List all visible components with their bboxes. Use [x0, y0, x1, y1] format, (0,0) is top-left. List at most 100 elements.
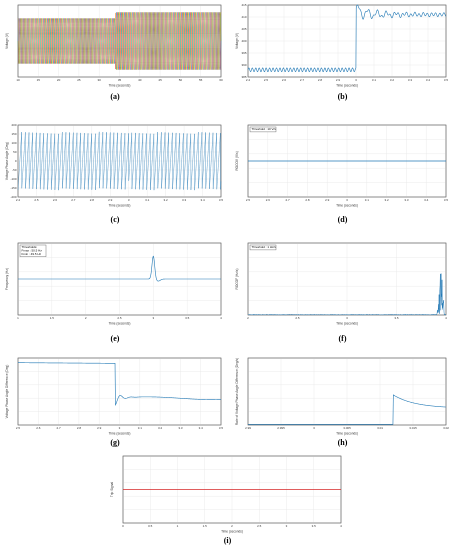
- x-axis-label: Time (seconds): [109, 204, 131, 208]
- x-tick-label: 55: [199, 78, 203, 82]
- plot-border: [247, 4, 447, 78]
- x-tick-label: 2.7: [71, 198, 76, 202]
- x-tick-label: 2.5: [257, 524, 262, 528]
- chart-d-svg: 2.5 2.6 2.7 2.8 2.9 3 3.1 3.2 3.3 3.4 3.5 Time (sec…: [235, 124, 449, 208]
- x-tick-label: 2.9: [325, 198, 330, 202]
- x-tick-label: 25: [77, 78, 81, 82]
- x-tick-label: 2.8: [318, 78, 323, 82]
- x-tick-label: 2.6: [266, 198, 271, 202]
- x-tick-label: 2.8: [90, 198, 95, 202]
- series-line: [17, 12, 222, 70]
- caption-f: (f): [338, 334, 347, 343]
- x-tick-label: 3.1: [372, 78, 377, 82]
- chart-a-svg: 10 15 20 25 30 35 40 45 50 55 60 Time (seconds) Volt…: [5, 4, 223, 88]
- chart-f-svg: 2 2.5 3 3.5 4 Time (seconds) ROCOF (Hz/s) Thres…: [235, 242, 447, 326]
- legend-text: Fmin : 49.5 Hz: [22, 252, 42, 256]
- y-axis-label: Voltage (V): [235, 33, 239, 49]
- chart-e-svg: 1 1.5 2 2.5 3 3.5 4 Time (seconds) Frequency (Hz…: [5, 242, 222, 326]
- x-tick-label: 3: [346, 316, 348, 320]
- x-tick-label: 2.5: [16, 426, 21, 430]
- x-tick-label: 3.5: [394, 316, 399, 320]
- x-tick-label: 3.4: [426, 78, 431, 82]
- x-tick-label: 3: [346, 198, 348, 202]
- legend-text: Threshold : 10 V/s: [252, 127, 277, 131]
- x-tick-label: 3.1: [145, 198, 150, 202]
- legend-box: [19, 244, 47, 257]
- x-tick-label: 2.7: [300, 78, 305, 82]
- x-tick-label: 3.5: [219, 426, 224, 430]
- chart-i-svg: 0 0.5 1 1.5 2 2.5 3 3.5 4 Time (seconds) Trip Sign…: [110, 455, 342, 534]
- x-tick-label: 3.3: [408, 78, 413, 82]
- x-tick-label: 4: [445, 316, 447, 320]
- chart-b: 2.4 2.5 2.6 2.7 2.8 2.9 3 3.1 3.2 3.3 3.4 3.5 385 390…: [235, 2, 450, 88]
- x-tick-label: 2: [85, 316, 87, 320]
- x-tick-label: 3.01: [377, 426, 383, 430]
- y-axis-label: Voltage Phase Angle (Deg): [5, 142, 9, 180]
- x-tick-label: 3.1: [138, 426, 143, 430]
- x-tick-label: 20: [57, 78, 61, 82]
- caption-b: (b): [337, 92, 348, 101]
- caption-i: (i): [223, 536, 232, 545]
- x-axis-label: Time (seconds): [336, 322, 358, 326]
- x-tick-label: 3.5: [312, 524, 317, 528]
- x-tick-label: 3.1: [365, 198, 370, 202]
- x-tick-label: 3.5: [444, 198, 449, 202]
- y-tick-label: 385: [241, 75, 246, 79]
- y-tick-label: 405: [241, 27, 246, 31]
- x-tick-label: 30: [98, 78, 102, 82]
- chart-e: 1 1.5 2 2.5 3 3.5 4 Time (seconds) Frequency (Hz…: [5, 240, 225, 326]
- x-tick-label: 0.5: [148, 524, 153, 528]
- x-tick-label: 3: [119, 426, 121, 430]
- chart-h: 2.99 2.995 3 3.005 3.01 3.015 3.02 Time (second…: [235, 355, 450, 436]
- x-tick-label: 40: [138, 78, 142, 82]
- x-tick-label: 3.3: [404, 198, 409, 202]
- caption-a: (a): [110, 92, 120, 101]
- x-axis-label: Time (seconds): [336, 432, 358, 436]
- x-tick-label: 2.9: [336, 78, 341, 82]
- frequency-line: [18, 255, 221, 282]
- x-tick-label: 3.3: [178, 426, 183, 430]
- x-tick-label: 3.015: [409, 426, 417, 430]
- x-tick-label: 4: [220, 316, 222, 320]
- x-tick-label: 2.9: [97, 426, 102, 430]
- angle-difference-line: [18, 362, 222, 407]
- plot-border: [17, 124, 222, 198]
- x-tick-label: 2.8: [77, 426, 82, 430]
- x-axis-label: Time (seconds): [336, 84, 358, 88]
- x-tick-label: 3.5: [444, 78, 449, 82]
- y-tick-label: 100: [11, 141, 16, 145]
- y-axis-label: Rate of Voltage Phase Angle Difference (…: [235, 358, 239, 425]
- x-axis-label: Time (seconds): [109, 322, 131, 326]
- y-tick-label: 0: [15, 159, 17, 163]
- x-tick-label: 2.5: [34, 198, 39, 202]
- phase-angle-line: [17, 131, 222, 191]
- x-tick-label: 2.995: [277, 426, 285, 430]
- x-tick-label: 2.7: [57, 426, 62, 430]
- chart-h-svg: 2.99 2.995 3 3.005 3.01 3.015 3.02 Time (second…: [235, 357, 449, 436]
- x-tick-label: 3: [286, 524, 288, 528]
- y-tick-label: 410: [241, 15, 246, 19]
- x-tick-label: 3: [313, 426, 315, 430]
- x-axis-label: Time (seconds): [109, 432, 131, 436]
- x-tick-label: 3.2: [158, 426, 163, 430]
- x-tick-label: 15: [37, 78, 41, 82]
- chart-g-svg: 2.5 2.6 2.7 2.8 2.9 3 3.1 3.2 3.3 3.4 3.5 Time (sec…: [5, 357, 224, 436]
- x-tick-label: 2.99: [245, 426, 251, 430]
- x-tick-label: 2.5: [117, 316, 122, 320]
- caption-d: (d): [337, 215, 348, 224]
- x-tick-label: 2.6: [53, 198, 58, 202]
- y-axis-label: ROCOF (Hz/s): [235, 269, 239, 290]
- x-tick-label: 2.6: [36, 426, 41, 430]
- y-axis-label: Trip Signal: [110, 482, 114, 497]
- x-tick-label: 3.2: [390, 78, 395, 82]
- y-tick-label: 415: [241, 3, 246, 7]
- x-tick-label: 3.3: [182, 198, 187, 202]
- x-tick-label: 2.5: [264, 78, 269, 82]
- caption-c: (c): [110, 215, 120, 224]
- x-tick-label: 1: [17, 316, 19, 320]
- series-line: [17, 12, 222, 70]
- legend-text: Fmax : 50.5 Hz: [22, 248, 43, 252]
- caption-g: (g): [110, 438, 120, 447]
- x-tick-label: 3.5: [185, 316, 190, 320]
- legend-text: Threshold : 1 Hz/s: [252, 245, 277, 249]
